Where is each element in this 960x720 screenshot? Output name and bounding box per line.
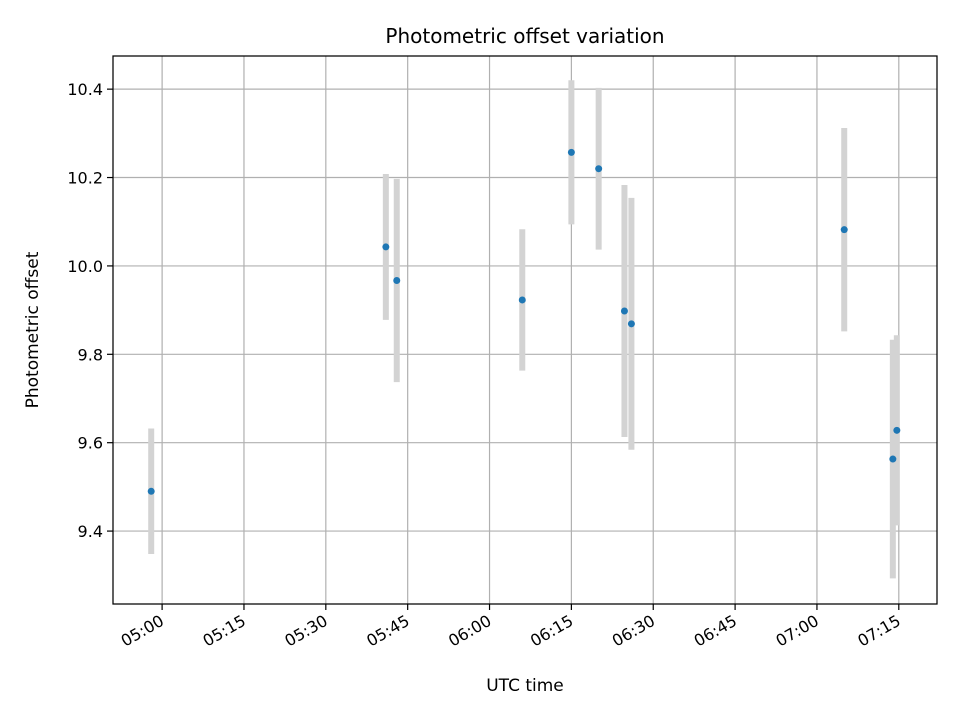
y-tick-label: 9.6 (78, 434, 103, 453)
data-point (595, 165, 603, 173)
data-point (620, 307, 628, 315)
y-axis-title: Photometric offset (23, 251, 43, 408)
y-tick-label: 10.0 (67, 257, 103, 276)
y-tick-label: 9.4 (78, 522, 103, 541)
data-point (147, 487, 155, 495)
data-point (627, 320, 635, 328)
chart-title: Photometric offset variation (385, 24, 664, 48)
y-tick-label: 9.8 (78, 345, 103, 364)
data-point (393, 277, 401, 285)
y-axis-ticks: 9.4 9.6 9.8 10.0 10.2 10.4 (67, 80, 113, 541)
plot-frame (112, 55, 938, 605)
y-tick-label: 10.4 (67, 80, 103, 99)
data-point (382, 243, 390, 251)
x-axis-title: UTC time (486, 676, 564, 696)
data-point (889, 455, 897, 463)
data-point (840, 226, 848, 234)
data-point (518, 296, 526, 304)
data-point (567, 148, 575, 156)
data-point (893, 426, 901, 434)
data-points (147, 148, 901, 495)
y-tick-label: 10.2 (67, 169, 103, 188)
